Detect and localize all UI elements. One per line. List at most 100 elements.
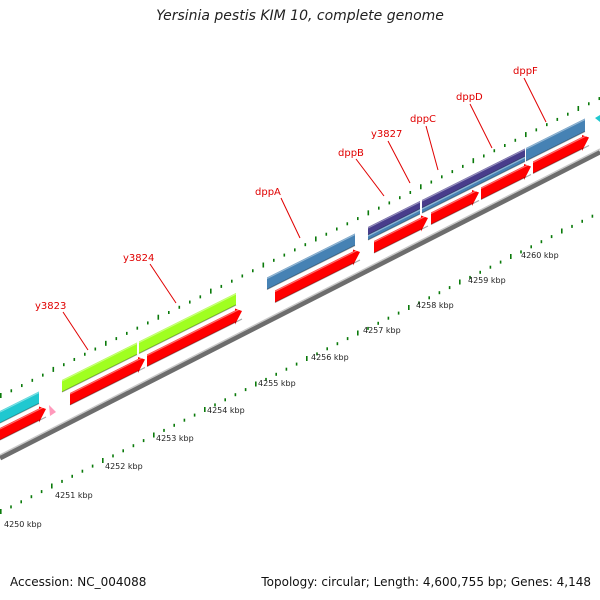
- gene-dppB-top: [368, 201, 420, 235]
- outer-tick: [42, 373, 44, 377]
- scale-label-4260: 4260 kbp: [521, 251, 559, 260]
- feature-tracks: [0, 115, 600, 441]
- scale-tick: [295, 362, 298, 366]
- cds-1-highlight: [0, 405, 47, 430]
- outer-tick: [147, 321, 149, 325]
- backbone-track: [0, 148, 600, 461]
- gene-dppC-bottom: [422, 182, 474, 213]
- outer-tick: [136, 326, 139, 330]
- scale-tick: [122, 449, 124, 453]
- scale-tick: [224, 398, 226, 402]
- cds-2-shadow: [69, 366, 146, 406]
- cds-3-shadow: [146, 318, 243, 368]
- scale-tick: [234, 393, 237, 397]
- gene-label-dppB: dppB: [338, 148, 364, 159]
- cds-3-highlight: [146, 307, 243, 356]
- outer-tick: [294, 248, 296, 252]
- scale-tick-marks: [0, 214, 594, 514]
- genome-summary: Topology: circular; Length: 4,600,755 bp…: [261, 575, 591, 589]
- outer-tick: [241, 274, 244, 278]
- outer-tick: [588, 102, 590, 106]
- cds-7-highlight: [480, 163, 532, 189]
- outer-tick: [462, 164, 464, 168]
- scale-tick: [397, 311, 400, 315]
- scale-label-4250: 4250 kbp: [4, 520, 42, 529]
- outer-tick: [567, 112, 569, 116]
- scale-tick: [265, 377, 267, 381]
- cds-8-shadow: [532, 144, 590, 175]
- cds-6-highlight: [430, 189, 480, 214]
- leader-dppC: [425, 125, 439, 171]
- outer-tick: [598, 97, 600, 101]
- scale-tick: [510, 254, 512, 259]
- cds-6: [431, 190, 479, 225]
- scale-tick: [377, 321, 379, 325]
- gene-dppB-top-highlight: [367, 201, 421, 229]
- cds-7: [481, 164, 531, 200]
- scale-tick: [357, 330, 359, 336]
- gene-label-dppF: dppF: [513, 66, 538, 77]
- outer-tick: [304, 243, 307, 247]
- outer-tick: [472, 158, 475, 164]
- cds-8: [533, 135, 589, 174]
- scale-tick: [448, 286, 451, 290]
- scale-label-4255: 4255 kbp: [258, 379, 296, 388]
- scale-tick: [479, 270, 481, 274]
- outer-tick: [220, 284, 223, 288]
- gene-dppB-bottom: [368, 209, 420, 240]
- cds-4-highlight: [274, 248, 361, 292]
- backbone-highlight: [0, 148, 600, 456]
- outer-tick: [315, 236, 317, 242]
- gene-y3823-shadow: [61, 353, 138, 393]
- scale-tick: [336, 342, 339, 346]
- cds-3: [147, 308, 242, 367]
- outer-tick: [409, 190, 412, 194]
- outer-tick: [546, 123, 548, 127]
- outer-tick: [126, 331, 128, 335]
- scale-tick: [132, 444, 135, 448]
- outer-tick: [252, 269, 254, 273]
- scale-labels: 4250 kbp 4251 kbp 4252 kbp 4253 kbp 4254…: [4, 251, 559, 529]
- outer-tick: [199, 295, 202, 299]
- outer-tick: [189, 300, 191, 304]
- leader-dppA: [280, 197, 301, 239]
- outer-tick: [441, 175, 443, 179]
- gene-dppF-shadow: [525, 130, 586, 162]
- outer-tick: [346, 222, 349, 226]
- outer-tick: [273, 258, 275, 262]
- gene-cyan-right: [595, 115, 600, 122]
- outer-tick: [504, 144, 506, 148]
- outer-tick: [399, 196, 401, 200]
- gene-dppF: [526, 118, 585, 161]
- scale-tick: [173, 423, 175, 427]
- outer-tick: [556, 117, 559, 121]
- scale-label-4252: 4252 kbp: [105, 462, 143, 471]
- scale-tick: [316, 352, 318, 356]
- scale-tick: [438, 291, 441, 295]
- cds-4-shadow: [274, 259, 361, 304]
- scale-tick: [530, 245, 532, 249]
- scale-tick: [499, 260, 502, 264]
- outer-tick: [378, 206, 380, 210]
- cds-2-highlight: [69, 356, 146, 395]
- leader-dppF: [523, 77, 547, 123]
- outer-tick: [94, 347, 97, 351]
- scale-tick: [71, 474, 73, 478]
- cds-5: [374, 215, 428, 253]
- outer-tick: [483, 154, 485, 158]
- gene-dppC-bottom-highlight: [421, 182, 475, 210]
- outer-tick: [535, 128, 538, 132]
- gene-y3823-highlight: [61, 343, 138, 382]
- cds-8-highlight: [532, 134, 590, 163]
- scale-tick: [571, 224, 573, 228]
- scale-tick: [346, 337, 349, 341]
- outer-tick: [10, 389, 13, 393]
- scale-tick: [408, 305, 410, 310]
- scale-tick: [204, 407, 206, 412]
- gene-dppD-top: [474, 148, 525, 182]
- gene-dppC-top: [422, 174, 474, 208]
- scale-tick: [183, 418, 186, 422]
- outer-tick: [325, 232, 328, 236]
- gene-label-dppD: dppD: [456, 92, 483, 103]
